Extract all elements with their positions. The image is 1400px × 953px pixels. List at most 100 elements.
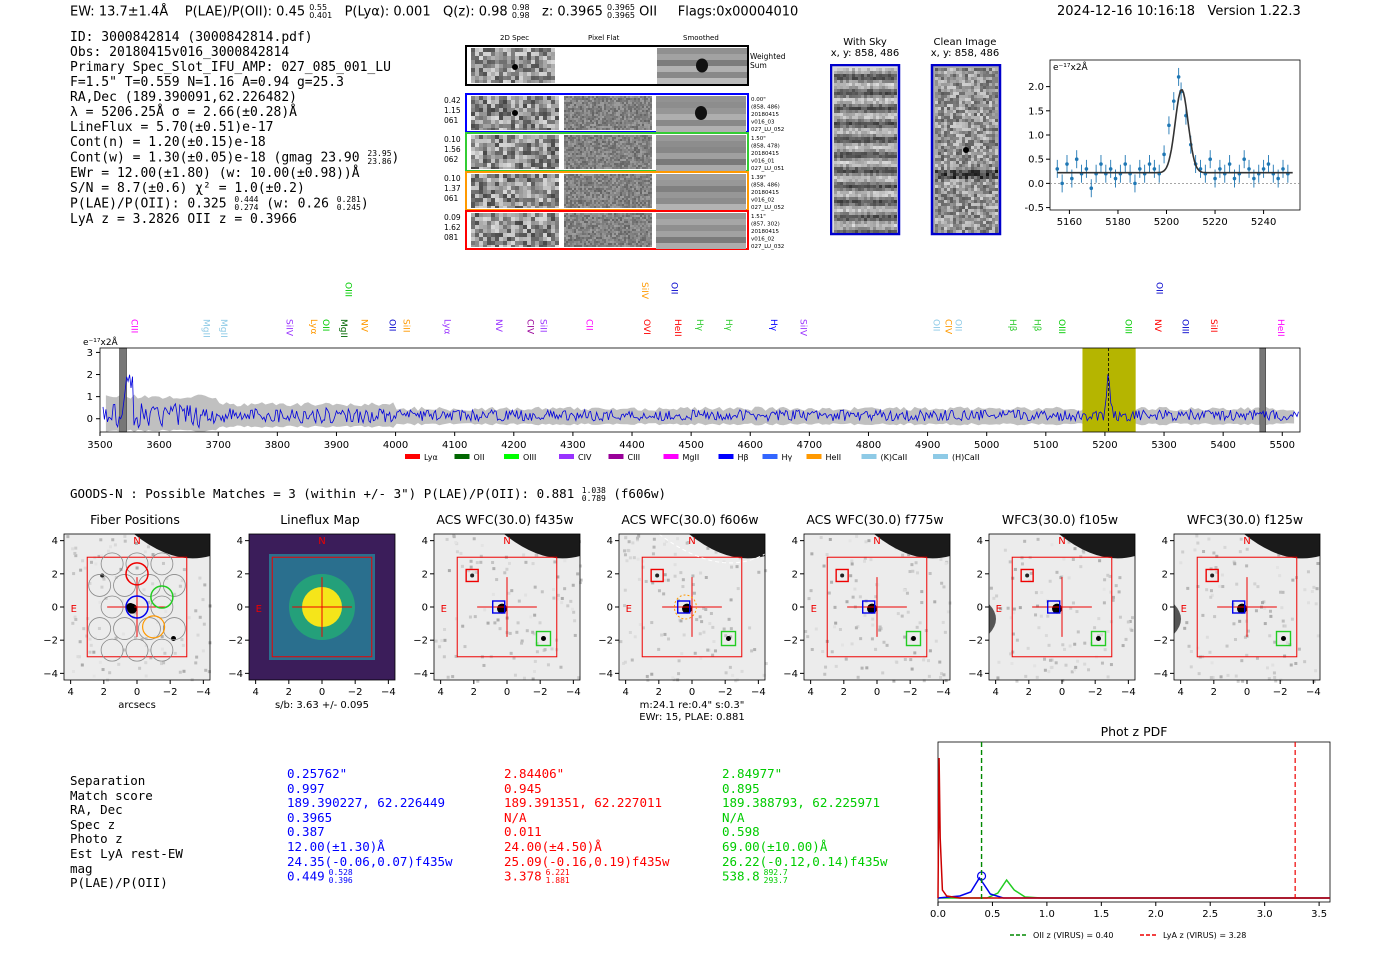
info-sn: S/N = 8.7(±0.6) χ² = 1.0(±0.2) <box>70 181 305 196</box>
aperture-box <box>86 556 188 658</box>
table-cell-bounds: 892.7 293.7 <box>763 868 788 886</box>
info-primary: Primary Spec_Slot_IFU_AMP: 027_085_001_L… <box>70 60 391 75</box>
spectrum-frame <box>99 347 1301 433</box>
header-version: Version 1.22.3 <box>1207 4 1301 19</box>
table-row-label: Photo z <box>70 831 123 847</box>
panel-y-tick-label: 2 <box>237 569 243 580</box>
weighted-smoothed <box>657 48 747 84</box>
panel-x-tick-label: 0 <box>1059 687 1065 698</box>
header-flags: Flags:0x00004010 <box>677 4 799 20</box>
emission-line-label: Lyα <box>442 319 452 335</box>
panel-y-tick-label: 4 <box>977 536 983 547</box>
match-box-blue <box>677 600 691 614</box>
match-table-labels: Separation Match score RA, Dec Spec z Photo … <box>70 773 183 891</box>
bright-neighbor <box>504 534 580 559</box>
panel-x-tick-label: −4 <box>1306 687 1321 698</box>
fiber-circle <box>150 552 174 576</box>
zoom-data-point <box>1074 157 1079 161</box>
panel-y-tick-label: 0 <box>1162 603 1168 614</box>
panel-y-tick-label: 0 <box>237 603 243 614</box>
aperture-box <box>1196 556 1298 658</box>
panel-x-tick-label: 4 <box>1177 687 1183 698</box>
col-pixel-flat: Pixel Flat <box>588 34 620 42</box>
spectrum-y-tick-label: 2 <box>87 370 93 381</box>
fiber-circle <box>100 595 124 619</box>
panel-x-tick-label: −4 <box>1121 687 1136 698</box>
table-row-label: Match score <box>70 787 153 803</box>
legend-swatch <box>762 454 778 459</box>
spectrum-x-tick-label: 3700 <box>206 440 231 451</box>
cutout-2d-spec <box>471 174 559 208</box>
spectrum-x-tick-label: 5000 <box>974 440 999 451</box>
cutout-2d-spec <box>471 96 559 130</box>
zoom-data-point <box>1176 75 1181 79</box>
match-box-blue <box>862 600 876 614</box>
panel-x-tick-label: 0 <box>504 687 510 698</box>
info-plae: P(LAE)/P(OII): 0.325 0.444 0.274 (w: 0.26… <box>70 195 369 212</box>
fiber-circle <box>150 638 174 662</box>
zoom-y-unit: e⁻¹⁷x2Å <box>1053 61 1089 73</box>
panel-y-tick-label: 4 <box>1162 536 1168 547</box>
emission-line-label: Hγ <box>723 319 733 332</box>
north-marker: N <box>503 536 510 547</box>
emission-line-label: CIV <box>942 319 952 335</box>
panel-y-tick-label: 0 <box>792 603 798 614</box>
spectrum-x-tick-label: 4500 <box>678 440 703 451</box>
cutout-grid: 2D Spec Pixel Flat Smoothed Weighted Sum… <box>440 32 800 257</box>
north-marker: N <box>873 536 880 547</box>
panel-title: WFC3(30.0) f105w <box>1001 512 1119 527</box>
emission-line-label: OII <box>320 319 330 331</box>
zoom-data-point <box>1281 167 1285 171</box>
info-lya: LyA z = 3.2826 OII z = 0.3966 <box>70 212 297 227</box>
legend-swatch <box>861 454 877 459</box>
panel-x-tick-label: 4 <box>67 687 73 698</box>
panel-flux: N E −4 4 −2 2 0 0 2 −2 4 −4 s/b: 3.63 +/- 0.095 <box>228 533 396 711</box>
header-z-bounds: 0.3965 0.3965 <box>607 3 636 20</box>
cutout-row-right-label: 027_LU_052 <box>751 205 784 211</box>
spectrum-y-unit: e⁻¹⁷x2Å <box>83 336 119 348</box>
east-marker: E <box>1181 604 1187 615</box>
emission-line-label: HeII <box>672 319 682 337</box>
emission-line-label: CIII <box>128 319 138 333</box>
target-source <box>682 603 693 614</box>
neighbor-source <box>840 573 845 578</box>
panel-x-tick-label: 4 <box>622 687 628 698</box>
photz-pdf-chart: Phot z PDF 0.0 0.5 1.0 1.5 2.0 2.5 3.0 3.5 OII z … <box>930 724 1331 940</box>
emission-line-label: OII <box>1153 282 1163 294</box>
east-marker: E <box>996 604 1002 615</box>
spectrum-x-tick-label: 5500 <box>1270 440 1295 451</box>
table-cell: 0.449 0.528 0.396 <box>287 868 353 886</box>
panel-y-tick-label: −4 <box>413 669 428 680</box>
cutout-row-right-label: v016_01 <box>751 159 775 165</box>
table-cell: 0.3965 <box>287 809 333 825</box>
zoom-data-point <box>1252 176 1256 181</box>
emission-line-label: MgII <box>200 319 210 338</box>
match-box-green <box>720 630 737 647</box>
zoom-data-point <box>1266 162 1271 166</box>
legend-swatch <box>663 454 679 459</box>
cutout-row-left-label: 0.10 <box>444 174 461 183</box>
zoom-spectrum-chart: e⁻¹⁷x2Å 5160 5180 5200 5220 5240 -0.5 0.0 0.5 1.0… <box>1024 59 1301 228</box>
table-cell: 189.390227, 62.226449 <box>287 795 446 811</box>
panel-x-tick-label: 4 <box>437 687 443 698</box>
info-lineflux: LineFlux = 5.70(±0.51)e-17 <box>70 120 274 135</box>
zoom-data-point <box>1152 167 1157 171</box>
panel-y-tick-label: 4 <box>422 536 428 547</box>
zoom-data-point <box>1065 162 1069 166</box>
table-cell: 538.8 892.7 293.7 <box>722 868 788 886</box>
header-plya: P(Lyα): 0.001 <box>344 4 431 20</box>
panel-y-tick-label: 2 <box>607 569 613 580</box>
panel-y-tick-label: 0 <box>422 603 428 614</box>
panel-y-tick-label: 4 <box>237 536 243 547</box>
panel-x-tick-label: 0 <box>319 687 325 698</box>
detection-info: ID: 3000842814 (3000842814.pdf) Obs: 201… <box>70 30 399 227</box>
fiber-red <box>125 562 149 586</box>
panel-x-tick-label: 2 <box>471 687 477 698</box>
panel-x-tick-label: −4 <box>381 687 396 698</box>
legend-label: CIV <box>578 453 592 462</box>
spectrum-x-tick-label: 3500 <box>87 440 112 451</box>
matches-bounds: 1.038 0.789 <box>581 485 606 503</box>
aperture-box <box>456 556 558 658</box>
table-row-label: Est LyA rest-EW <box>70 845 183 861</box>
